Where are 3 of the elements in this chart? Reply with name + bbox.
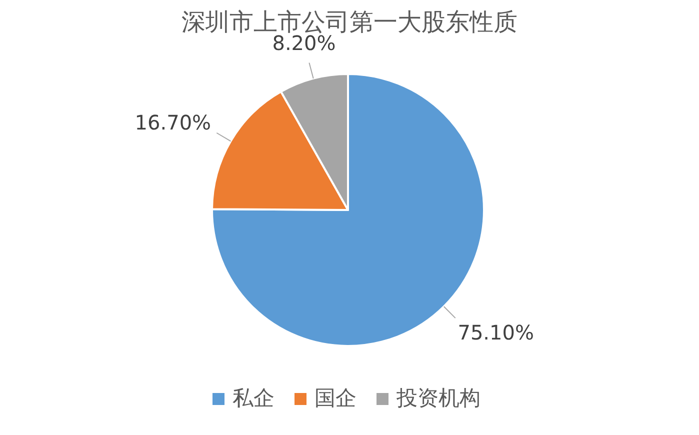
- legend-label: 国企: [314, 386, 356, 410]
- legend-label: 投资机构: [396, 386, 480, 410]
- legend-label: 私企: [232, 386, 274, 410]
